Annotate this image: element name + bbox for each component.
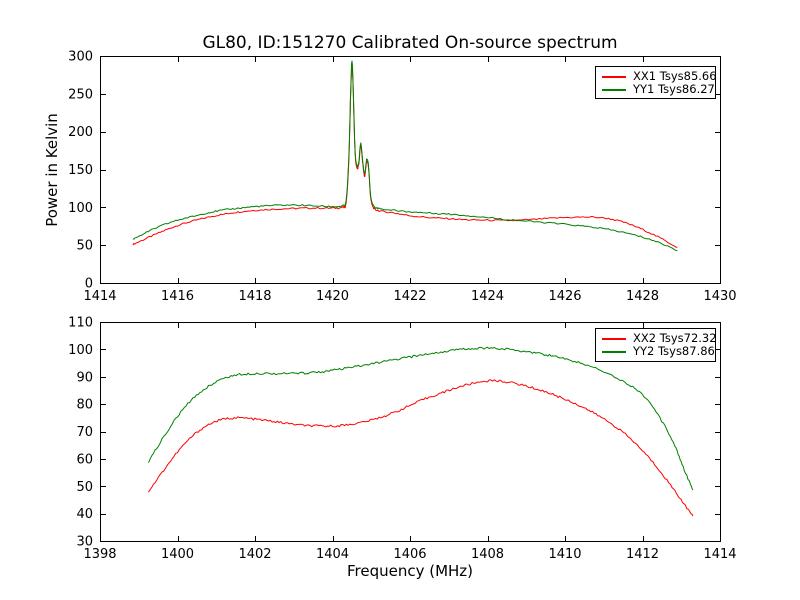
x-tick-label: 1428: [626, 289, 659, 304]
legend-bottom: XX2 Tsys72.32 YY2 Tsys87.86: [595, 328, 717, 362]
legend-line-xx2: [602, 337, 626, 340]
legend-line-yy2: [602, 350, 626, 353]
y-tick-label: 100: [68, 343, 93, 358]
y-tick-label: 40: [76, 507, 93, 522]
legend-label-yy2: YY2 Tsys87.86: [633, 344, 715, 358]
y-tick-label: 200: [68, 125, 93, 140]
y-tick-label: 0: [85, 277, 93, 292]
y-axis-label-top: Power in Kelvin: [43, 113, 61, 227]
legend-top: XX1 Tsys85.66 YY1 Tsys86.27: [595, 66, 717, 99]
x-tick-label: 1418: [238, 289, 271, 304]
legend-entry-xx2: XX2 Tsys72.32: [602, 332, 717, 345]
top-series-line-1: [132, 60, 678, 252]
x-tick-label: 1422: [393, 289, 426, 304]
x-tick-label: 1420: [316, 289, 349, 304]
legend-label-xx1: XX1 Tsys85.66: [633, 69, 717, 83]
x-tick-label: 1408: [471, 547, 504, 562]
x-tick-label: 1400: [161, 547, 194, 562]
x-tick-label: 1402: [238, 547, 271, 562]
y-tick-label: 110: [68, 316, 93, 331]
x-tick-label: 1426: [548, 289, 581, 304]
y-tick-label: 60: [76, 452, 93, 467]
x-tick-label: 1430: [703, 289, 736, 304]
legend-label-xx2: XX2 Tsys72.32: [633, 331, 717, 345]
y-tick-label: 50: [76, 239, 93, 254]
y-tick-label: 80: [76, 398, 93, 413]
legend-line-xx1: [602, 75, 626, 78]
plot-title: GL80, ID:151270 Calibrated On-source spe…: [202, 33, 618, 53]
x-tick-label: 1398: [83, 547, 116, 562]
y-tick-label: 150: [68, 163, 93, 178]
x-axis-label: Frequency (MHz): [346, 562, 474, 580]
x-tick-label: 1404: [316, 547, 349, 562]
legend-entry-yy2: YY2 Tsys87.86: [602, 345, 715, 358]
x-tick-label: 1406: [393, 547, 426, 562]
x-tick-label: 1416: [161, 289, 194, 304]
y-tick-label: 100: [68, 201, 93, 216]
y-tick-label: 70: [76, 425, 93, 440]
bottom-series-line-0: [148, 379, 694, 517]
bottom-plot-frame: [100, 322, 721, 542]
y-tick-label: 300: [68, 50, 93, 65]
top-plot-frame: [100, 56, 721, 284]
y-tick-label: 250: [68, 87, 93, 102]
legend-entry-xx1: XX1 Tsys85.66: [602, 70, 717, 83]
y-tick-label: 50: [76, 480, 93, 495]
legend-line-yy1: [602, 88, 626, 91]
y-tick-label: 90: [76, 370, 93, 385]
y-tick-label: 30: [76, 535, 93, 550]
x-tick-label: 1410: [548, 547, 581, 562]
x-tick-label: 1412: [626, 547, 659, 562]
legend-label-yy1: YY1 Tsys86.27: [633, 82, 715, 96]
x-tick-label: 1414: [83, 289, 116, 304]
legend-entry-yy1: YY1 Tsys86.27: [602, 83, 715, 96]
bottom-series-line-1: [147, 346, 694, 491]
x-tick-label: 1424: [471, 289, 504, 304]
x-tick-label: 1414: [703, 547, 736, 562]
